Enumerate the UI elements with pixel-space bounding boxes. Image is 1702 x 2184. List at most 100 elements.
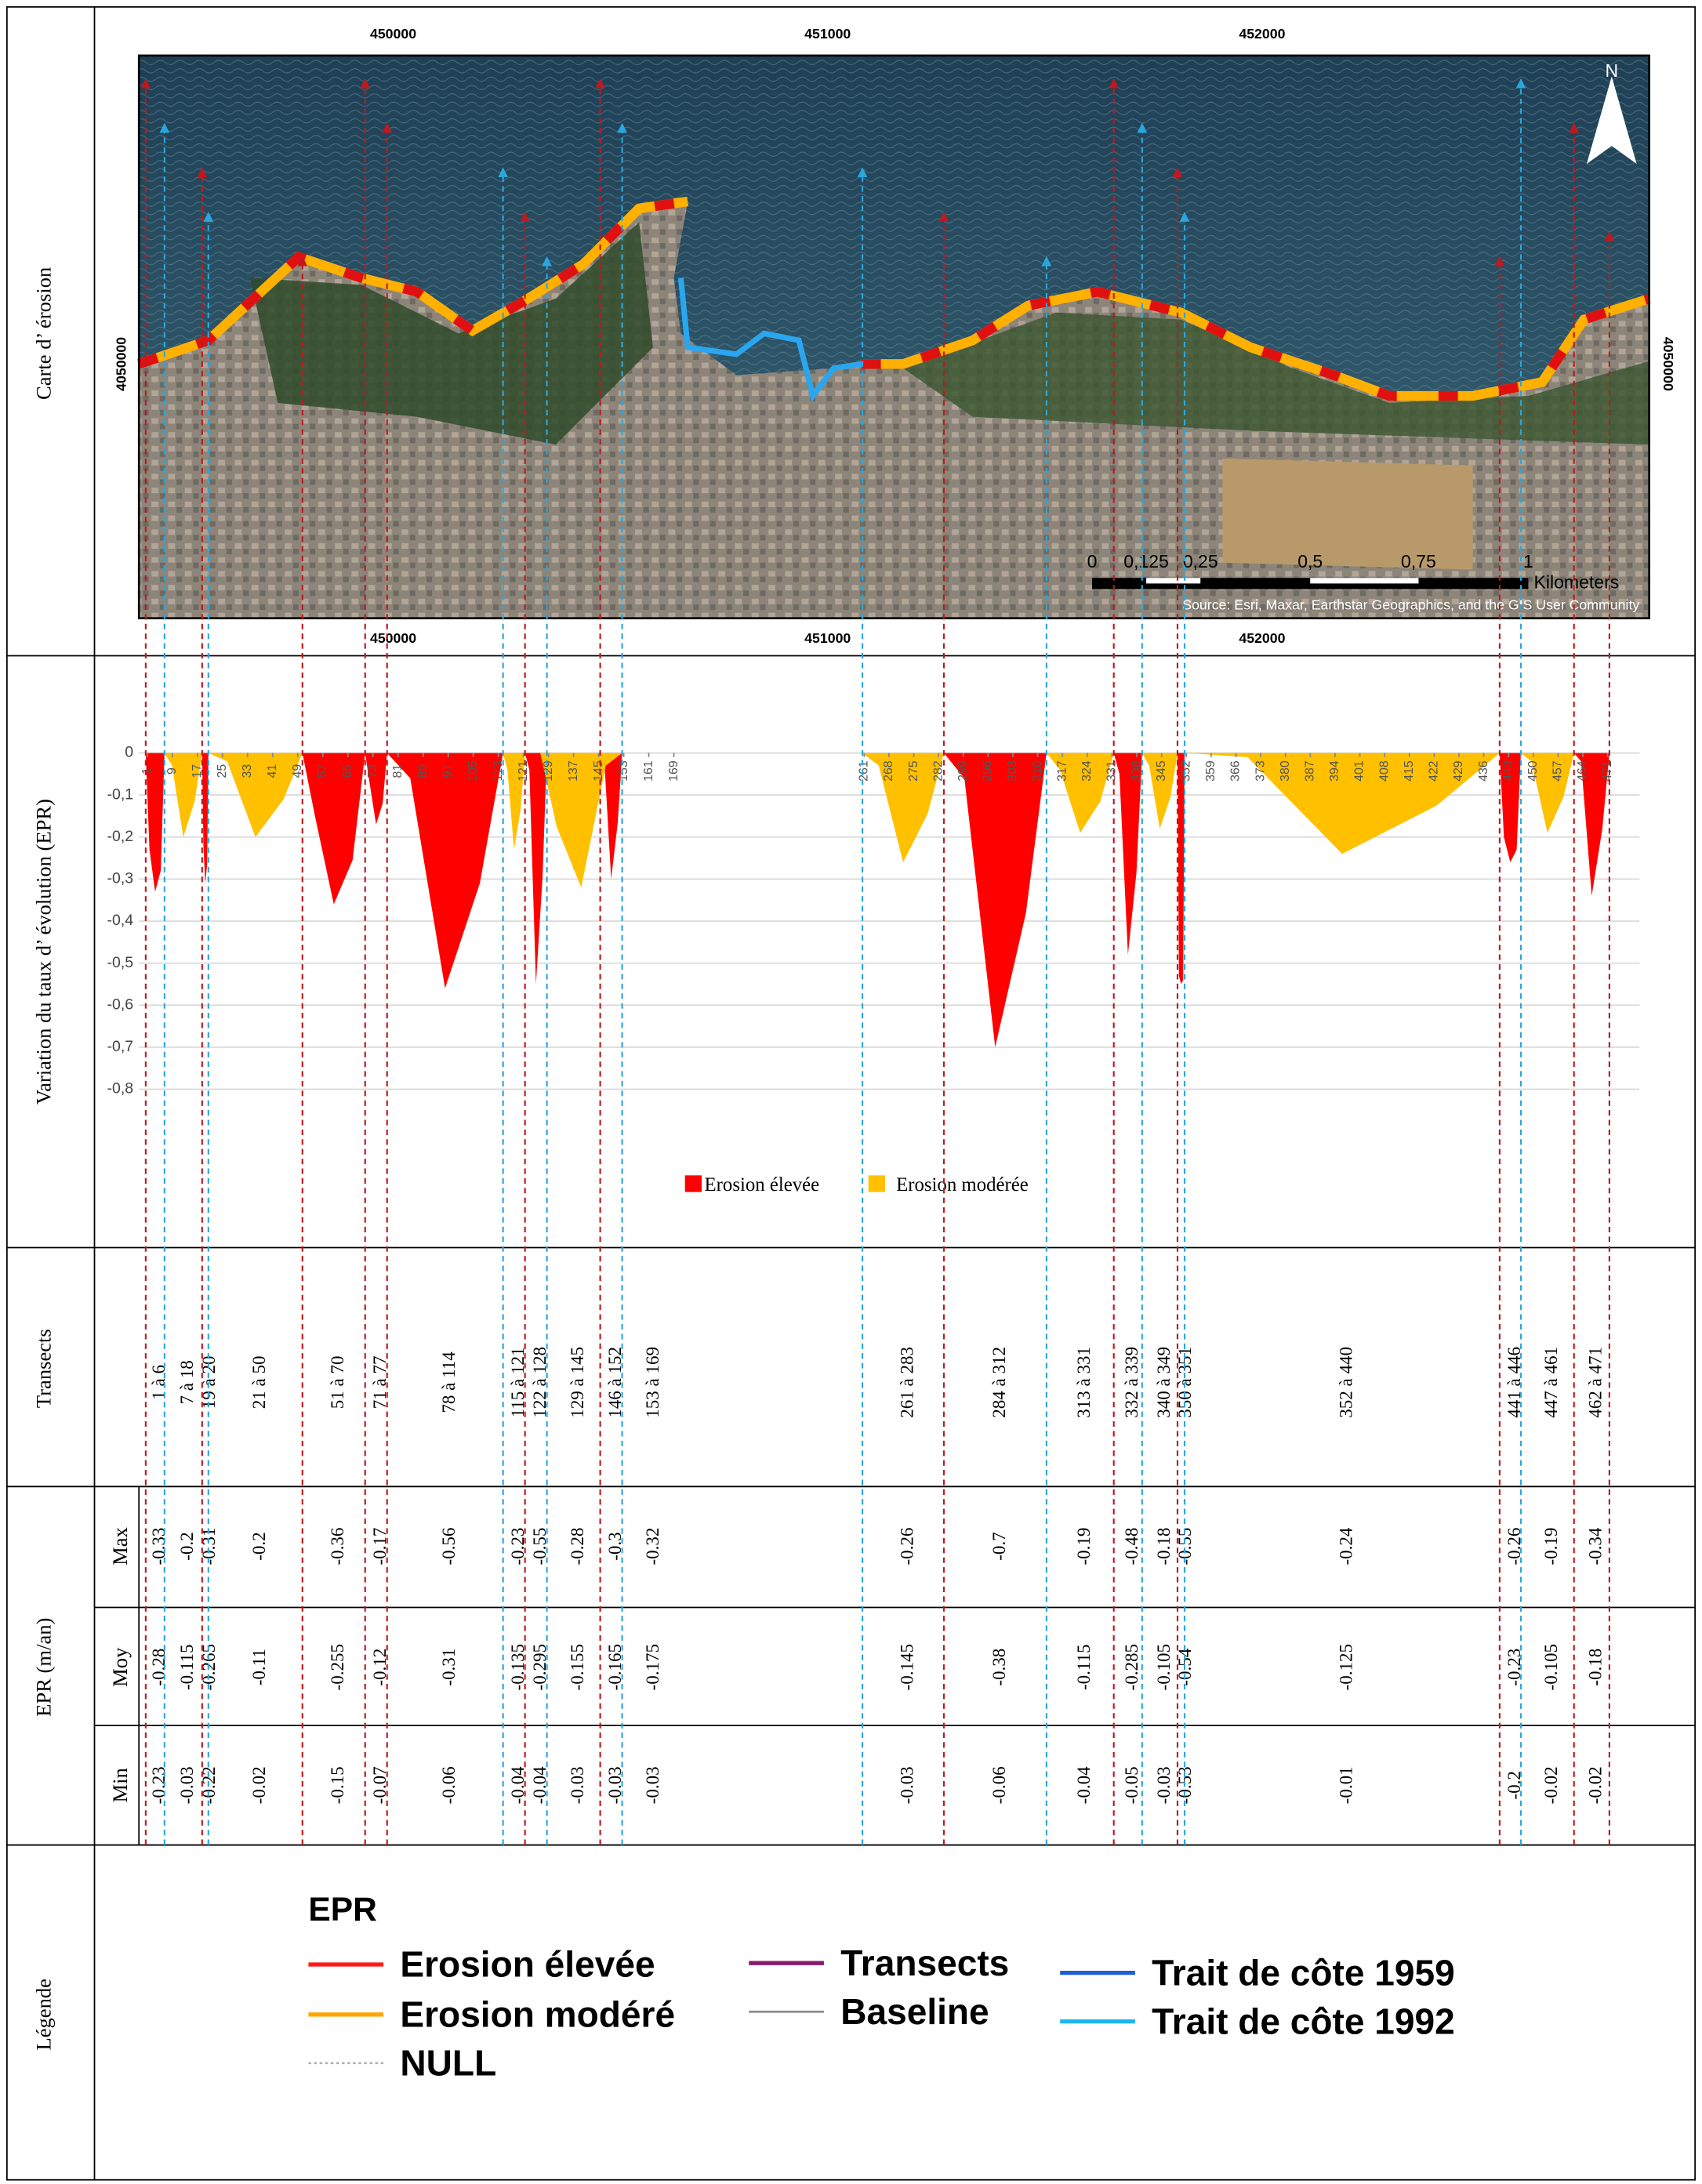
- x-tick-label: 338: [1130, 760, 1143, 782]
- transect-range: 332 à 339: [1121, 1347, 1141, 1418]
- y-axis-label: Variation du taux d’ évolution (EPR): [32, 799, 56, 1105]
- x-tick-label: 443: [1501, 760, 1515, 782]
- legend-label: Baseline: [840, 1991, 989, 2032]
- x-tick-label: 380: [1279, 760, 1292, 782]
- x-tick-label: 1: [140, 767, 154, 775]
- epr-max: -0.56: [438, 1528, 459, 1565]
- x-tick-label: 145: [592, 760, 605, 782]
- x-tick-label: 121: [517, 760, 530, 782]
- epr-min: -0.03: [1153, 1766, 1174, 1804]
- epr-moy: -0.11: [249, 1649, 269, 1685]
- epr-max: -0.18: [1153, 1528, 1174, 1565]
- x-tick-label: 303: [1006, 760, 1019, 782]
- north-label: N: [1605, 60, 1618, 81]
- x-tick-label: 89: [416, 764, 430, 778]
- x-tick-label: 137: [567, 760, 580, 782]
- map: [137, 55, 1651, 619]
- stat-label: Moy: [108, 1647, 132, 1687]
- y-tick-label: -0,1: [107, 785, 134, 803]
- transect-range: 78 à 114: [438, 1351, 459, 1413]
- x-tick-label: 113: [492, 761, 505, 782]
- transect-range: 261 à 283: [896, 1347, 916, 1418]
- map-y-label: 4050000: [1660, 337, 1676, 391]
- transect-range: 1 à 6: [148, 1365, 169, 1400]
- y-tick-label: -0,4: [107, 912, 134, 929]
- epr-max: -0.36: [327, 1528, 347, 1565]
- epr-area: [1177, 753, 1185, 985]
- epr-max: -0.28: [567, 1528, 587, 1565]
- x-tick-label: 9: [165, 767, 179, 775]
- epr-area: [503, 753, 525, 850]
- epr-max: -0.19: [1541, 1528, 1561, 1565]
- legend-label: Erosion modéré: [400, 1994, 675, 2034]
- epr-area: [1573, 753, 1609, 896]
- epr-area: [524, 753, 547, 985]
- epr-area: [862, 753, 944, 862]
- epr-max: -0.3: [604, 1532, 625, 1560]
- vegetation: [250, 222, 653, 445]
- scale-bar-segment: [1146, 578, 1201, 584]
- epr-area: [201, 753, 209, 883]
- epr-min: -0.02: [1585, 1766, 1606, 1804]
- x-tick-label: 97: [441, 764, 455, 778]
- scale-bar-segment: [1310, 578, 1419, 584]
- vegetation: [902, 312, 1649, 445]
- epr-area: [208, 753, 303, 837]
- epr-min: -0.03: [896, 1766, 916, 1804]
- outer-border: [5, 5, 1697, 2181]
- transect-range: 21 à 50: [249, 1356, 269, 1409]
- x-tick-label: 457: [1551, 760, 1565, 782]
- epr-max: -0.26: [896, 1528, 916, 1565]
- x-tick-label: 65: [341, 764, 354, 778]
- epr-min: -0.23: [148, 1766, 169, 1804]
- transect-range: 284 à 312: [989, 1347, 1009, 1418]
- y-tick-label: -0,7: [107, 1038, 134, 1055]
- legend-label: Erosion élevée: [705, 1174, 820, 1195]
- epr-moy: -0.31: [438, 1649, 459, 1686]
- coastline-high: [137, 196, 1651, 401]
- epr-moy: -0.255: [327, 1644, 347, 1690]
- epr-area: [164, 753, 202, 837]
- transect-range: 340 à 349: [1153, 1347, 1174, 1418]
- epr-max: -0.48: [1121, 1528, 1141, 1565]
- epr-area: [600, 753, 622, 880]
- legend-swatch: [684, 1175, 702, 1192]
- epr-min: -0.02: [1541, 1766, 1561, 1804]
- row-label: Légende: [32, 1979, 56, 2051]
- legend-label: NULL: [400, 2043, 496, 2084]
- x-tick-label: 310: [1031, 760, 1044, 782]
- x-tick-label: 17: [191, 764, 204, 778]
- epr-max: -0.7: [989, 1532, 1009, 1560]
- epr-area: [365, 753, 387, 825]
- map-border: [137, 54, 1650, 619]
- x-tick-label: 57: [316, 764, 329, 778]
- x-tick-label: 450: [1526, 760, 1540, 782]
- epr-min: -0.03: [567, 1766, 587, 1804]
- transect-range: 51 à 70: [327, 1356, 347, 1409]
- epr-area: [1499, 753, 1521, 862]
- epr-moy: -0.115: [1073, 1644, 1094, 1690]
- epr-max: -0.34: [1585, 1527, 1606, 1565]
- x-tick-label: 345: [1155, 760, 1168, 782]
- epr-moy: -0.105: [1541, 1644, 1561, 1690]
- epr-moy: -0.115: [176, 1644, 197, 1690]
- y-tick-label: -0,5: [107, 954, 134, 971]
- epr-moy: -0.18: [1585, 1649, 1606, 1686]
- epr-min: -0.15: [327, 1766, 347, 1804]
- epr-moy: -0.155: [567, 1644, 587, 1690]
- x-tick-label: 387: [1304, 760, 1317, 782]
- x-tick-label: 429: [1452, 760, 1465, 782]
- x-tick-label: 401: [1353, 760, 1366, 782]
- x-tick-label: 153: [617, 760, 630, 782]
- epr-max: -0.32: [642, 1528, 662, 1565]
- x-tick-label: 415: [1403, 760, 1416, 782]
- epr-min: -0.02: [249, 1766, 269, 1804]
- scale-label: 0,5: [1297, 551, 1323, 571]
- map-x-label: 452000: [1239, 630, 1285, 646]
- transect-range: 313 à 331: [1073, 1347, 1094, 1418]
- epr-min: -0.05: [1121, 1766, 1141, 1804]
- x-tick-label: 105: [466, 760, 480, 782]
- transect-range: 129 à 145: [567, 1347, 587, 1418]
- x-tick-label: 261: [858, 760, 871, 782]
